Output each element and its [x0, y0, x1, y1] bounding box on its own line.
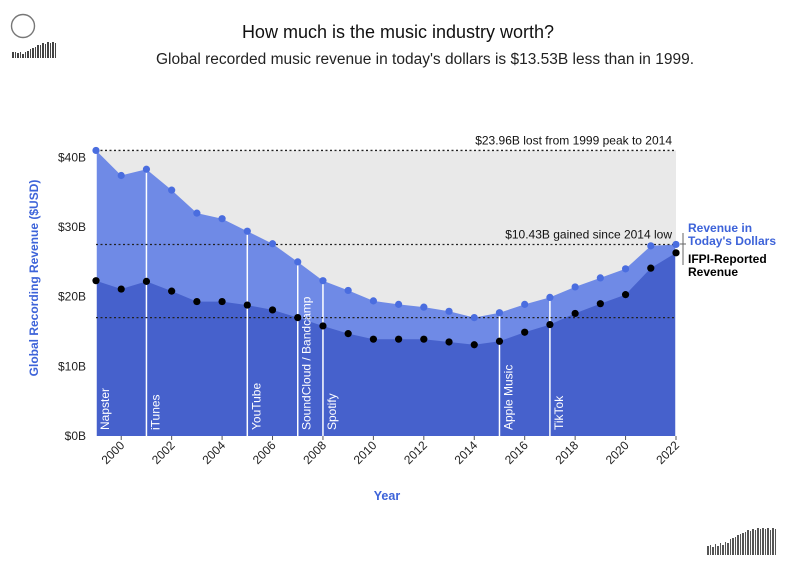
chart-subtitle: Global recorded music revenue in today's…: [155, 51, 695, 68]
point-today-dollars: [193, 209, 201, 217]
event-label: Napster: [98, 388, 112, 430]
event-label: Spotify: [325, 393, 339, 430]
x-tick-label: 2022: [653, 438, 682, 467]
point-ifpi: [243, 301, 251, 309]
x-axis-title: Year: [374, 489, 401, 503]
point-today-dollars: [445, 307, 453, 315]
x-tick-label: 2000: [99, 438, 128, 467]
legend-ifpi: IFPI-Reported Revenue: [688, 252, 767, 279]
point-ifpi: [142, 277, 151, 285]
point-today-dollars: [596, 274, 604, 282]
x-tick-label: 2014: [452, 438, 481, 467]
point-ifpi: [294, 313, 302, 322]
point-ifpi: [571, 309, 579, 318]
point-ifpi: [470, 341, 478, 349]
event-label: TikTok: [552, 395, 566, 430]
point-ifpi: [420, 335, 428, 343]
y-tick-label: $30B: [58, 220, 86, 234]
point-today-dollars: [420, 303, 428, 311]
x-tick-label: 2004: [199, 438, 228, 467]
point-ifpi: [369, 335, 377, 343]
chart-title: How much is the music industry worth?: [241, 22, 555, 42]
point-today-dollars: [142, 165, 151, 173]
point-ifpi: [168, 287, 176, 295]
point-ifpi: [546, 320, 554, 329]
point-today-dollars: [571, 283, 579, 291]
point-today-dollars: [319, 277, 327, 285]
y-tick-label: $0B: [65, 429, 86, 443]
barcode-logo-icon: [707, 528, 776, 555]
point-today-dollars: [672, 240, 680, 249]
point-today-dollars: [621, 265, 630, 273]
point-today-dollars: [92, 146, 100, 155]
x-tick-label: 2020: [603, 438, 632, 467]
point-ifpi: [319, 322, 327, 330]
point-ifpi: [495, 337, 504, 345]
point-today-dollars: [369, 297, 377, 305]
point-ifpi: [445, 338, 453, 346]
x-tick-label: 2002: [149, 438, 178, 467]
point-ifpi: [521, 328, 529, 336]
x-tick-label: 2018: [552, 438, 581, 467]
point-today-dollars: [168, 186, 176, 194]
point-today-dollars: [546, 293, 554, 301]
point-ifpi: [344, 330, 352, 338]
event-label: SoundCloud / Bandcamp: [300, 296, 314, 430]
x-tick-label: 2006: [250, 438, 279, 467]
point-today-dollars: [495, 309, 504, 317]
circle-logo-icon: [10, 13, 56, 58]
point-today-dollars: [117, 171, 125, 180]
y-tick-label: $40B: [58, 150, 86, 164]
y-axis-title: Global Recording Revenue ($USD): [27, 180, 41, 377]
point-ifpi: [117, 285, 125, 293]
point-ifpi: [92, 277, 100, 285]
point-ifpi: [395, 335, 403, 343]
y-tick-label: $10B: [58, 359, 86, 373]
point-today-dollars: [470, 313, 478, 322]
reference-label: $23.96B lost from 1999 peak to 2014: [475, 133, 672, 147]
point-today-dollars: [294, 258, 302, 266]
point-ifpi: [596, 300, 604, 308]
point-ifpi: [621, 291, 630, 299]
point-today-dollars: [395, 300, 403, 308]
x-tick-label: 2008: [300, 438, 329, 467]
point-ifpi: [672, 249, 680, 257]
point-today-dollars: [344, 286, 352, 295]
point-today-dollars: [521, 300, 529, 308]
legend-today-dollars: Revenue in Today's Dollars: [688, 221, 776, 248]
area-ifpi-reported: [96, 252, 676, 436]
point-today-dollars: [218, 215, 226, 223]
point-today-dollars: [268, 240, 277, 248]
event-label: iTunes: [148, 394, 162, 430]
point-today-dollars: [647, 242, 655, 250]
point-ifpi: [268, 306, 277, 314]
point-today-dollars: [243, 227, 251, 235]
point-ifpi: [647, 264, 655, 272]
reference-label: $10.43B gained since 2014 low: [505, 227, 672, 241]
x-tick-label: 2016: [502, 438, 531, 467]
event-label: Resso / TikTok Music: [678, 317, 692, 430]
x-tick-label: 2012: [401, 438, 430, 467]
event-label: Apple Music: [501, 365, 515, 430]
y-tick-label: $20B: [58, 290, 86, 304]
point-ifpi: [193, 297, 201, 306]
point-ifpi: [218, 297, 226, 306]
x-tick-label: 2010: [351, 438, 380, 467]
event-label: YouTube: [249, 383, 263, 430]
